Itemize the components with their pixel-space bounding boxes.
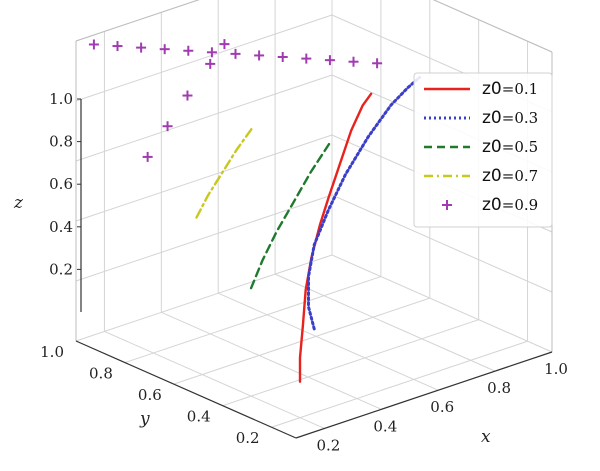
legend-label: z0=0.3 [482,108,538,128]
side-wall-grid-line [331,194,553,293]
series-z0-0.9-marker [219,39,230,50]
x-tick-label: 0.8 [487,379,511,397]
legend-label: z0=0.7 [482,166,538,186]
x-tick-label: 0.2 [317,436,341,454]
legend-swatch-marker [442,200,452,210]
legend-label-prefix: z0 [482,166,502,186]
cluster-marker [206,47,217,58]
z-tick-label: 0.4 [49,218,73,236]
back-wall-grid-line [75,194,333,282]
cluster-marker [112,41,123,52]
legend-label-prefix: z0 [482,108,502,128]
floor-grid-line [75,254,333,342]
legend-label-value: =0.3 [502,109,538,127]
series-z0-0.1-line [298,92,373,383]
x-axis-label: x [481,427,491,447]
legend-label-value: =0.1 [502,80,538,98]
cluster-marker [254,50,265,61]
x-tick-label: 0.4 [373,417,397,435]
legend-label-prefix: z0 [482,195,502,215]
legend: z0=0.1z0=0.3z0=0.5z0=0.7z0=0.9 [413,72,553,228]
y-tick-label: 1.0 [40,343,64,361]
z-tick-label: 0.8 [49,133,73,151]
y-tick-label: 0.8 [89,365,113,383]
series-z0-0.9-marker [205,58,216,69]
y-axis-label: y [139,409,150,429]
cluster-marker [183,45,194,56]
z-axis-label: z [13,193,24,213]
axis-frame [75,98,553,439]
cluster-marker [324,55,335,66]
y-axis-line [75,340,297,439]
legend-label-value: =0.7 [502,167,538,185]
floor-grid-line [274,273,496,372]
cluster-marker [136,42,147,53]
legend-label-value: =0.9 [502,196,538,214]
z-tick-label: 0.2 [49,260,73,278]
cluster-marker [372,58,383,69]
back-wall-grid-line [75,14,333,102]
floor-grid-line [124,276,382,364]
series-z0-0.9-marker [142,151,153,162]
y-tick-label: 0.6 [138,386,162,404]
series-z0-0.9-marker [182,90,193,101]
cluster-marker [88,39,99,50]
y-tick-label: 0.4 [187,408,211,426]
series-z0-0.7-line [195,125,255,219]
cluster-marker [230,48,241,59]
cluster-marker [301,53,312,64]
floor-grid-line [331,254,553,353]
back-wall-grid-line [75,74,333,162]
legend-label: z0=0.9 [482,195,538,215]
floor-grid-line [104,330,325,429]
series-z0-0.5-line [249,140,332,290]
side-wall-grid-line [432,0,553,53]
legend-box [413,72,553,228]
y-tick-label: 0.2 [236,429,260,447]
legend-label-prefix: z0 [482,79,502,99]
floor-grid-line [218,292,439,391]
z-tick-label: 0.6 [49,175,73,193]
series-z0-0.3-line [307,76,421,331]
legend-label-value: =0.5 [502,138,538,156]
legend-label: z0=0.5 [482,137,538,157]
tick-labels: 0.2 0.4 0.6 0.8 1.0 0.2 0.4 0.6 0.8 1.0 0.2 0.4 0.6 0… [40,90,568,454]
pane-edge [432,0,553,53]
cluster-marker [159,44,170,55]
cluster-marker [348,56,359,67]
floor-grid-line [161,311,382,410]
floor-grid-line [271,340,528,428]
x-axis-line [295,351,553,439]
grid-lines [75,0,553,429]
back-wall-grid-line [75,0,200,42]
cluster-marker [277,52,288,63]
legend-label: z0=0.1 [482,79,538,99]
pane-edge [75,0,200,42]
back-wall-grid-line [75,134,333,222]
z-tick-label: 1.0 [49,90,73,108]
x-tick-label: 0.6 [430,398,454,416]
series-z0-0.9-marker [162,121,173,132]
x-tick-label: 1.0 [544,360,568,378]
floor-grid-line [222,319,479,407]
data-series [88,39,421,383]
legend-label-prefix: z0 [482,137,502,157]
